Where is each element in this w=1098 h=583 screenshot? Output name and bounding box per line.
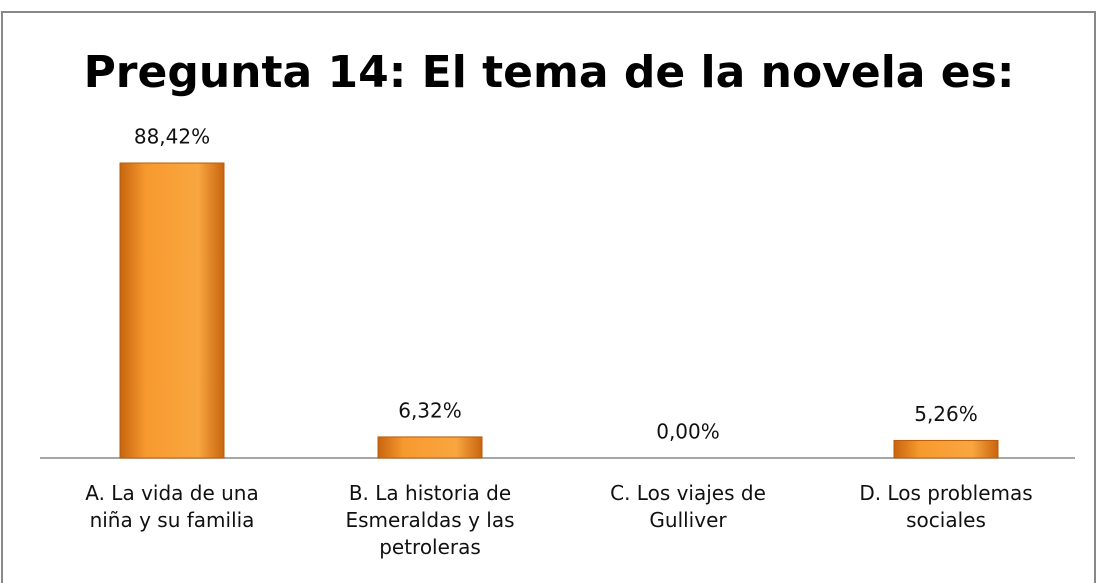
x-tick-label: A. La vida de una niña y su familia (85, 481, 259, 532)
data-label: 0,00% (656, 420, 720, 444)
bar (893, 439, 999, 459)
x-tick-label: B. La historia de Esmeraldas y las petro… (345, 481, 515, 559)
data-label: 6,32% (398, 398, 462, 422)
x-tick-label: D. Los problemas sociales (859, 481, 1033, 532)
data-label: 88,42% (134, 125, 210, 149)
chart-title: Pregunta 14: El tema de la novela es: (84, 47, 1015, 98)
chart-border (1, 11, 1096, 583)
bar (119, 162, 225, 459)
x-tick-label: C. Los viajes de Gulliver (610, 481, 766, 532)
bar (377, 436, 483, 459)
data-label: 5,26% (914, 402, 978, 426)
